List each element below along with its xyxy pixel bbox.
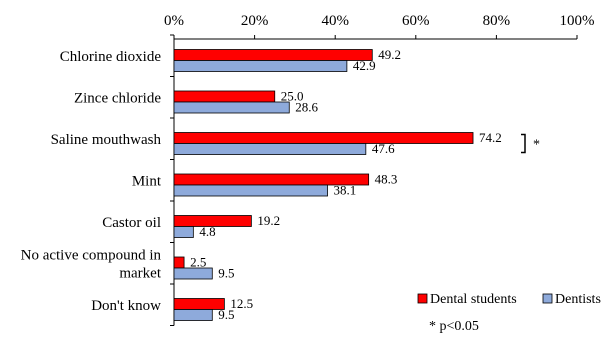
data-label: 48.3 <box>375 172 398 187</box>
category-label: market <box>119 265 161 281</box>
data-label: 9.5 <box>218 307 234 322</box>
bar-dental-students <box>173 298 225 310</box>
data-label: 12.5 <box>230 296 253 311</box>
bar-dental-students <box>173 132 474 144</box>
data-label: 19.2 <box>257 213 280 228</box>
bar-dentists <box>173 101 290 114</box>
bar-dental-students <box>173 215 252 227</box>
data-label: 42.9 <box>353 58 376 73</box>
legend-label: Dental students <box>430 292 517 307</box>
data-label: 25.0 <box>281 89 304 104</box>
data-label: 28.6 <box>295 100 318 115</box>
x-tick-label: 0% <box>164 13 184 29</box>
legend-label: Dentists <box>555 292 601 307</box>
bar-dental-students <box>173 49 373 61</box>
bar-dentists <box>173 267 213 280</box>
bar-dentists <box>173 226 194 238</box>
significance-star: * <box>533 138 540 153</box>
data-label: 2.5 <box>190 255 206 270</box>
bar-dentists <box>173 184 328 197</box>
data-label: 74.2 <box>479 130 502 145</box>
category-label: Castor oil <box>102 215 161 231</box>
x-tick-label: 40% <box>321 13 349 29</box>
x-tick-label: 60% <box>402 13 430 29</box>
x-tick-label: 20% <box>241 13 269 29</box>
x-tick-label: 100% <box>560 13 595 29</box>
category-label: Saline mouthwash <box>51 132 162 148</box>
bar-dentists <box>173 143 367 155</box>
data-label: 9.5 <box>218 266 234 281</box>
category-label: Mint <box>132 173 162 189</box>
category-label: No active compound in <box>21 247 162 263</box>
bar-dental-students <box>173 256 185 269</box>
category-label: Chlorine dioxide <box>60 49 162 65</box>
x-tick-label: 80% <box>483 13 511 29</box>
data-label: 38.1 <box>334 183 357 198</box>
footnote: * p<0.05 <box>429 319 479 334</box>
significance-bracket <box>521 133 526 154</box>
bar-dental-students <box>173 90 276 103</box>
data-label: 47.6 <box>372 141 395 156</box>
legend-swatch-dental-students <box>417 293 428 304</box>
category-label: Don't know <box>91 298 161 314</box>
category-label: Zince chloride <box>74 90 161 106</box>
bar-dentists <box>173 309 213 321</box>
legend-swatch-dentists <box>542 293 553 304</box>
bar-dentists <box>173 60 348 72</box>
data-label: 4.8 <box>199 224 215 239</box>
data-label: 49.2 <box>378 47 401 62</box>
